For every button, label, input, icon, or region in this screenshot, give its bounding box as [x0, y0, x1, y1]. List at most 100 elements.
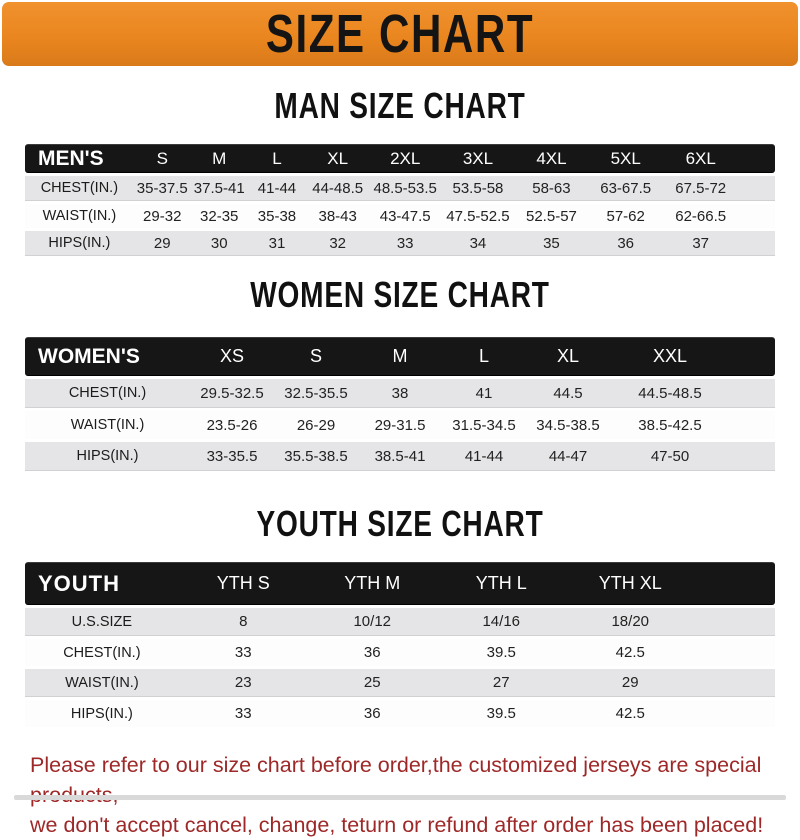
spacer-cell: [730, 379, 775, 408]
table-row: WAIST(IN.) 23 25 27 29: [25, 669, 775, 697]
men-table-title: MEN'S: [25, 144, 134, 173]
row-label: CHEST(IN.): [25, 639, 179, 666]
size-value-cell: 33: [178, 700, 308, 727]
size-column-header: 6XL: [663, 144, 739, 173]
row-label: WAIST(IN.): [25, 669, 179, 697]
size-value-cell: 29-31.5: [358, 411, 442, 439]
size-value-cell: 38: [358, 379, 442, 408]
spacer-cell: [738, 144, 775, 173]
row-label: HIPS(IN.): [25, 442, 190, 471]
spacer-cell: [730, 442, 775, 471]
size-value-cell: 23: [178, 669, 308, 697]
table-row: WAIST(IN.) 23.5-26 26-29 29-31.5 31.5-34…: [25, 411, 775, 439]
youth-section-heading: YOUTH SIZE CHART: [0, 504, 800, 549]
spacer-cell: [738, 176, 775, 201]
men-section-heading-text: MAN SIZE CHART: [274, 85, 526, 126]
women-section-heading-text: WOMEN SIZE CHART: [250, 274, 550, 315]
size-value-cell: 29-32: [133, 204, 191, 228]
size-value-cell: 36: [588, 231, 664, 256]
size-column-header: XL: [306, 144, 370, 173]
size-column-header: YTH M: [307, 562, 437, 605]
size-column-header: M: [190, 144, 248, 173]
size-column-header: YTH S: [178, 562, 308, 605]
size-value-cell: 34.5-38.5: [526, 411, 610, 439]
size-column-header: S: [274, 337, 358, 376]
size-value-cell: 27: [436, 669, 566, 697]
row-label: HIPS(IN.): [25, 700, 179, 727]
size-value-cell: 41: [442, 379, 526, 408]
table-row: WAIST(IN.) 29-32 32-35 35-38 38-43 43-47…: [25, 204, 775, 228]
size-value-cell: 33-35.5: [190, 442, 274, 471]
row-label: CHEST(IN.): [25, 379, 190, 408]
size-value-cell: 32: [306, 231, 370, 256]
spacer-cell: [730, 411, 775, 439]
spacer-cell: [738, 231, 775, 256]
size-column-header: S: [133, 144, 191, 173]
size-value-cell: 25: [307, 669, 437, 697]
size-value-cell: 35-37.5: [133, 176, 191, 201]
size-value-cell: 47-50: [610, 442, 730, 471]
size-value-cell: 36: [307, 700, 437, 727]
youth-size-table: YOUTH YTH S YTH M YTH L YTH XL U.S.SIZE …: [25, 559, 775, 730]
table-row: CHEST(IN.) 33 36 39.5 42.5: [25, 639, 775, 666]
size-value-cell: 26-29: [274, 411, 358, 439]
size-value-cell: 23.5-26: [190, 411, 274, 439]
size-value-cell: 14/16: [436, 608, 566, 636]
size-column-header: YTH L: [436, 562, 566, 605]
spacer-cell: [730, 337, 775, 376]
row-label: U.S.SIZE: [25, 608, 179, 636]
size-value-cell: 58-63: [514, 176, 589, 201]
size-column-header: 2XL: [369, 144, 442, 173]
size-value-cell: 31.5-34.5: [442, 411, 526, 439]
size-value-cell: 34: [441, 231, 515, 256]
spacer-cell: [694, 700, 775, 727]
men-size-table: MEN'S S M L XL 2XL 3XL 4XL 5XL 6XL CHEST…: [25, 141, 775, 259]
size-value-cell: 67.5-72: [663, 176, 739, 201]
size-value-cell: 42.5: [565, 700, 695, 727]
table-row: HIPS(IN.) 33 36 39.5 42.5: [25, 700, 775, 727]
size-value-cell: 42.5: [565, 639, 695, 666]
table-row: HIPS(IN.) 29 30 31 32 33 34 35 36 37: [25, 231, 775, 256]
size-value-cell: 10/12: [307, 608, 437, 636]
table-row: U.S.SIZE 8 10/12 14/16 18/20: [25, 608, 775, 636]
size-value-cell: 44.5: [526, 379, 610, 408]
size-value-cell: 38.5-42.5: [610, 411, 730, 439]
size-value-cell: 39.5: [436, 639, 566, 666]
size-value-cell: 43-47.5: [369, 204, 442, 228]
size-value-cell: 33: [369, 231, 442, 256]
size-value-cell: 32-35: [190, 204, 248, 228]
size-value-cell: 39.5: [436, 700, 566, 727]
size-value-cell: 41-44: [247, 176, 307, 201]
women-table-title: WOMEN'S: [25, 337, 190, 376]
spacer-cell: [738, 204, 775, 228]
size-value-cell: 47.5-52.5: [441, 204, 515, 228]
size-value-cell: 44-47: [526, 442, 610, 471]
size-value-cell: 32.5-35.5: [274, 379, 358, 408]
footer-line-1: Please refer to our size chart before or…: [30, 753, 762, 807]
size-value-cell: 44.5-48.5: [610, 379, 730, 408]
size-value-cell: 33: [178, 639, 308, 666]
size-value-cell: 8: [178, 608, 308, 636]
footer-line-2: we don't accept cancel, change, teturn o…: [30, 813, 764, 837]
size-value-cell: 41-44: [442, 442, 526, 471]
row-label: WAIST(IN.): [25, 204, 134, 228]
size-value-cell: 52.5-57: [514, 204, 589, 228]
size-column-header: 3XL: [441, 144, 515, 173]
size-value-cell: 36: [307, 639, 437, 666]
row-label: WAIST(IN.): [25, 411, 190, 439]
size-column-header: L: [442, 337, 526, 376]
size-column-header: 5XL: [588, 144, 664, 173]
bottom-edge-shadow: [14, 795, 786, 800]
youth-section-heading-text: YOUTH SIZE CHART: [256, 503, 544, 544]
size-value-cell: 35: [514, 231, 589, 256]
row-label: HIPS(IN.): [25, 231, 134, 256]
row-label: CHEST(IN.): [25, 176, 134, 201]
spacer-cell: [694, 608, 775, 636]
size-value-cell: 18/20: [565, 608, 695, 636]
table-row: CHEST(IN.) 29.5-32.5 32.5-35.5 38 41 44.…: [25, 379, 775, 408]
size-value-cell: 31: [247, 231, 307, 256]
size-column-header: M: [358, 337, 442, 376]
size-value-cell: 62-66.5: [663, 204, 739, 228]
men-section-heading: MAN SIZE CHART: [0, 86, 800, 131]
women-size-table: WOMEN'S XS S M L XL XXL CHEST(IN.) 29.5-…: [25, 334, 775, 474]
